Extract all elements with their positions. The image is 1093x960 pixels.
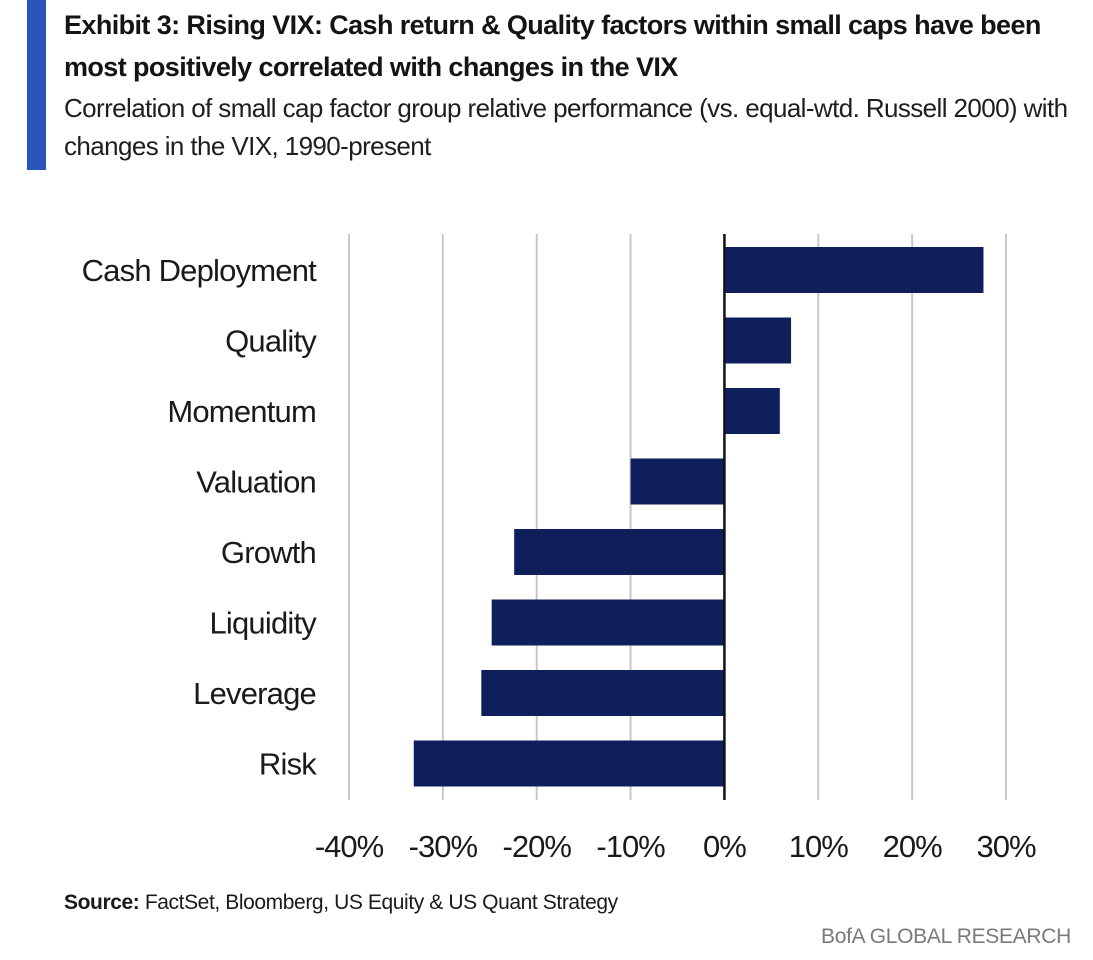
bar-quality	[724, 317, 792, 364]
x-tick-label: 0%	[703, 829, 746, 864]
x-tick-label: -30%	[409, 829, 478, 864]
source-label: Source:	[64, 891, 140, 914]
chart-title: Exhibit 3: Rising VIX: Cash return & Qua…	[64, 10, 1041, 82]
bars	[413, 247, 984, 787]
bar-momentum	[724, 388, 780, 434]
bar-leverage	[481, 670, 725, 716]
brand-footer: BofA GLOBAL RESEARCH	[821, 925, 1071, 948]
chart-subtitle: Correlation of small cap factor group re…	[64, 93, 1068, 161]
x-tick-label: -20%	[503, 829, 572, 864]
category-label: Quality	[225, 324, 317, 359]
x-tick-label: -10%	[596, 829, 665, 864]
category-label: Cash Deployment	[82, 253, 318, 288]
bar-cash-deployment	[724, 247, 984, 293]
title-accent-bar	[27, 0, 46, 170]
source-text: FactSet, Bloomberg, US Equity & US Quant…	[139, 891, 618, 914]
source-note: Source: FactSet, Bloomberg, US Equity & …	[64, 891, 618, 915]
category-label: Growth	[221, 535, 316, 570]
x-tick-label: 30%	[976, 829, 1035, 864]
x-tick-labels: -40% -30% -20% -10% 0% 10% 20% 30%	[315, 829, 1037, 864]
x-tick-label: 20%	[883, 829, 942, 864]
bar-growth	[514, 529, 725, 575]
bar-liquidity	[491, 599, 725, 646]
category-label: Liquidity	[209, 606, 317, 641]
category-label: Leverage	[193, 676, 316, 711]
category-labels: Cash Deployment Quality Momentum Valuation G…	[82, 253, 319, 782]
x-tick-label: -40%	[315, 829, 384, 864]
category-label: Momentum	[167, 394, 316, 429]
bar-valuation	[630, 458, 725, 505]
category-label: Valuation	[196, 465, 316, 500]
bar-risk	[413, 740, 725, 787]
category-label: Risk	[259, 747, 317, 782]
x-tick-label: 10%	[789, 829, 848, 864]
